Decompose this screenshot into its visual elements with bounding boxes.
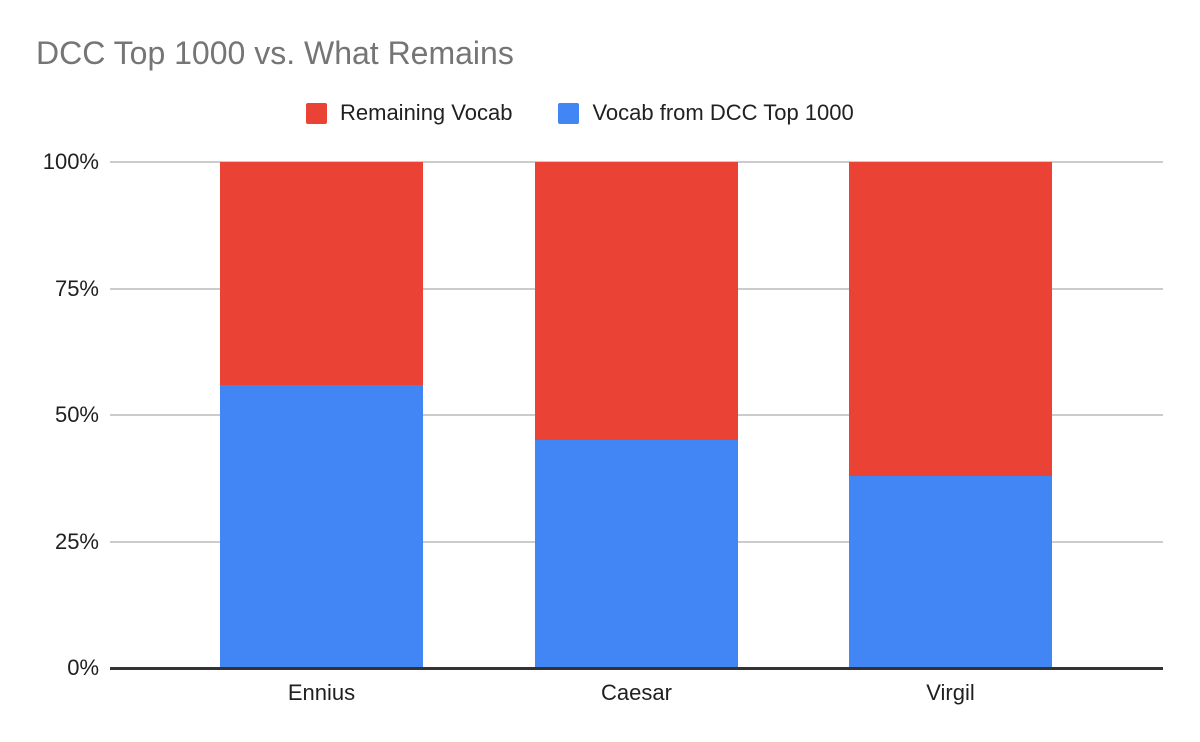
bar-segment-caesar-remaining-vocab — [535, 162, 738, 441]
bar-segment-ennius-vocab-from-dcc-top-1000 — [220, 384, 423, 668]
legend-item: Vocab from DCC Top 1000 — [558, 100, 854, 126]
legend-color-swatch — [306, 102, 327, 124]
y-axis-tick-label: 50% — [54, 402, 99, 427]
legend-label: Remaining Vocab — [340, 100, 513, 125]
y-axis-tick-label: 100% — [42, 149, 99, 174]
y-axis-tick-label: 0% — [67, 655, 99, 680]
bar-segment-ennius-remaining-vocab — [220, 162, 423, 385]
chart-title: DCC Top 1000 vs. What Remains — [36, 35, 514, 71]
legend-label: Vocab from DCC Top 1000 — [592, 100, 854, 125]
x-axis-category-label: Ennius — [287, 680, 356, 705]
bar-segment-caesar-vocab-from-dcc-top-1000 — [535, 440, 738, 668]
legend-item: Remaining Vocab — [306, 100, 512, 126]
x-axis-category-label: Virgil — [926, 680, 975, 705]
legend-color-swatch — [558, 102, 580, 124]
x-axis-category-label: Caesar — [601, 680, 672, 705]
x-axis-line — [110, 667, 1163, 670]
y-axis-tick-label: 75% — [54, 275, 99, 301]
y-axis-tick-label: 25% — [54, 528, 99, 554]
bar-segment-virgil-remaining-vocab — [849, 162, 1052, 476]
bar-segment-virgil-vocab-from-dcc-top-1000 — [849, 475, 1052, 668]
chart-legend: Remaining Vocab Vocab from DCC Top 1000 — [306, 100, 854, 126]
